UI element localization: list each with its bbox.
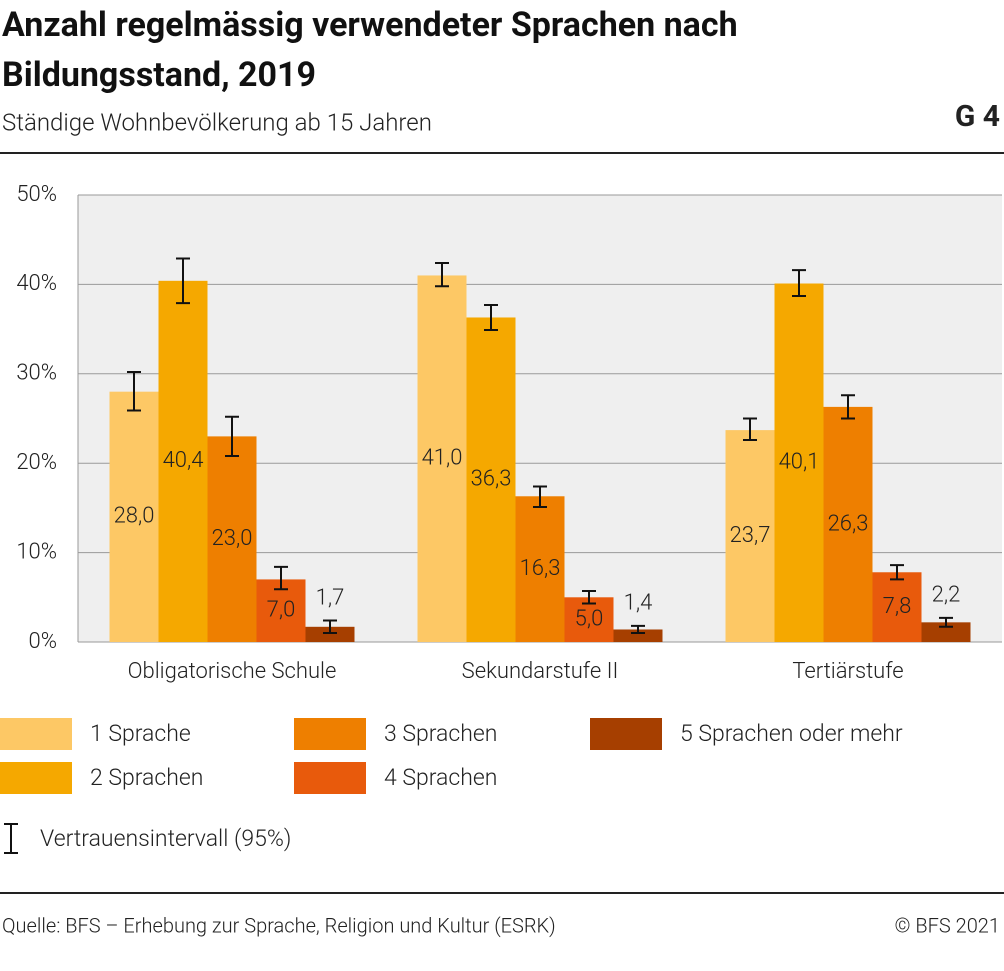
- legend-swatch: [590, 718, 662, 750]
- bar: [872, 572, 922, 642]
- data-label: 7,8: [883, 594, 912, 619]
- y-tick-label: 50%: [16, 182, 57, 207]
- bar: [921, 622, 971, 642]
- error-bar: [484, 303, 498, 331]
- legend-swatch: [294, 718, 366, 750]
- bar: [515, 496, 565, 642]
- data-label: 7,0: [267, 598, 296, 623]
- legend-label: 1 Sprache: [90, 720, 191, 747]
- legend-swatch: [0, 718, 72, 750]
- y-tick-label: 0%: [29, 629, 57, 654]
- data-label: 23,7: [730, 523, 771, 548]
- error-bar: [533, 485, 547, 509]
- data-label: 23,0: [212, 526, 253, 551]
- bar: [613, 629, 663, 642]
- data-label: 1,4: [624, 591, 653, 616]
- legend-label: 4 Sprachen: [384, 764, 497, 791]
- source: Quelle: BFS – Erhebung zur Sprache, Reli…: [2, 913, 556, 937]
- y-tick-label: 40%: [16, 271, 57, 296]
- bar: [417, 275, 467, 642]
- data-label: 1,7: [316, 585, 345, 610]
- bar: [305, 626, 355, 642]
- data-label: 40,1: [779, 450, 820, 475]
- legend-label: 5 Sprachen oder mehr: [680, 720, 903, 747]
- x-tick-label: Obligatorische Schule: [128, 659, 337, 684]
- error-bar: [225, 415, 239, 458]
- error-bar: [743, 417, 757, 441]
- legend-label: 2 Sprachen: [90, 764, 203, 791]
- error-bar: [435, 261, 449, 288]
- y-tick-label: 20%: [16, 450, 57, 475]
- bar: [466, 317, 516, 642]
- bar: [774, 283, 824, 642]
- data-label: 28,0: [114, 504, 155, 529]
- data-label: 36,3: [471, 467, 512, 492]
- chart-subtitle: Ständige Wohnbevölkerung ab 15 Jahren: [2, 108, 432, 136]
- y-tick-label: 30%: [16, 361, 57, 386]
- error-bar: [323, 619, 337, 635]
- bar: [207, 436, 257, 642]
- data-label: 41,0: [422, 446, 463, 471]
- legend-swatch: [0, 762, 72, 794]
- bar: [158, 280, 208, 642]
- copyright: © BFS 2021: [895, 913, 1001, 937]
- y-tick-label: 10%: [16, 539, 57, 564]
- chart-title: Anzahl regelmässig verwendeter Sprachen …: [2, 5, 738, 95]
- error-bar: [792, 269, 806, 298]
- data-label: 40,4: [163, 448, 204, 473]
- legend-label: 3 Sprachen: [384, 720, 497, 747]
- error-bar: [127, 371, 141, 412]
- error-bar: [582, 590, 596, 605]
- bar: [564, 597, 614, 642]
- x-tick-label: Sekundarstufe II: [462, 659, 619, 684]
- ci-legend-icon: [4, 823, 18, 854]
- bar: [823, 406, 873, 642]
- error-bar: [841, 394, 855, 420]
- data-label: 5,0: [575, 606, 604, 631]
- error-bar: [176, 257, 190, 305]
- error-bar: [631, 624, 645, 635]
- data-label: 2,2: [932, 583, 961, 608]
- x-tick-label: Tertiärstufe: [792, 659, 903, 684]
- data-label: 26,3: [828, 511, 869, 536]
- ci-legend-label: Vertrauensintervall (95%): [40, 825, 291, 852]
- error-bar: [274, 565, 288, 591]
- bar: [725, 430, 775, 642]
- error-bar: [939, 616, 953, 628]
- data-label: 16,3: [520, 556, 561, 581]
- chart-id: G 4: [955, 99, 1000, 134]
- legend-swatch: [294, 762, 366, 794]
- bar: [109, 391, 159, 642]
- error-bar: [890, 564, 904, 581]
